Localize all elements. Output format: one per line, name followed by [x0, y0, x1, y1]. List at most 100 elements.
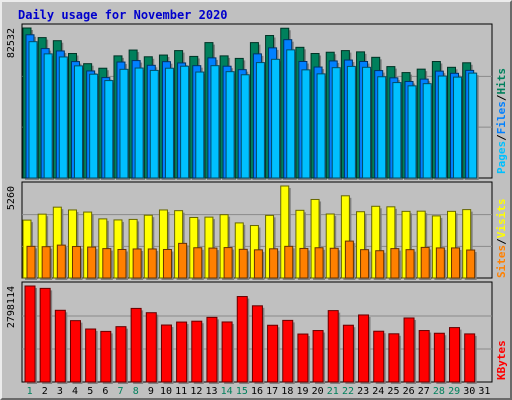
kbytes-bar-9 [145, 312, 157, 383]
pages-bar-18 [286, 49, 296, 179]
pages-bar-23 [362, 66, 372, 179]
sites-bar-23 [360, 249, 370, 279]
pages-bar-7 [119, 68, 129, 179]
sites-bar-19 [299, 247, 309, 279]
pages-bar-25 [392, 82, 402, 179]
day-label-11: 11 [175, 386, 187, 397]
day-label-19: 19 [296, 386, 308, 397]
kbytes-bar-14 [221, 321, 233, 383]
pages-bar-10 [164, 67, 174, 179]
day-label-2: 2 [42, 386, 48, 397]
pages-bar-3 [58, 56, 68, 179]
sites-bar-8 [132, 248, 142, 279]
kbytes-bar-18 [282, 319, 294, 383]
pages-bar-17 [271, 58, 281, 179]
sites-bar-24 [375, 250, 385, 279]
day-label-4: 4 [72, 386, 78, 397]
sites-bar-10 [162, 248, 172, 279]
day-label-21: 21 [327, 386, 339, 397]
day-label-29: 29 [448, 386, 460, 397]
sites-bar-14 [223, 247, 233, 279]
pages-bar-11 [180, 65, 190, 179]
pages-bar-14 [225, 71, 235, 179]
sites-bar-4 [71, 246, 81, 279]
pages-bar-28 [437, 75, 447, 179]
pages-bar-19 [301, 69, 311, 179]
kbytes-bar-3 [54, 309, 66, 383]
kbytes-bar-22 [342, 324, 354, 383]
sites-bar-27 [420, 246, 430, 279]
pages-bar-22 [346, 65, 356, 179]
kbytes-bar-21 [327, 310, 339, 383]
pages-bar-21 [331, 67, 341, 179]
day-label-8: 8 [133, 386, 139, 397]
sites-bar-28 [435, 247, 445, 279]
sites-bar-7 [117, 248, 127, 279]
kbytes-bar-27 [418, 330, 430, 383]
sites-bar-5 [87, 246, 97, 279]
day-label-13: 13 [205, 386, 217, 397]
sites-bar-15 [238, 248, 248, 279]
pages-bar-2 [43, 53, 53, 179]
pages-bar-29 [453, 76, 463, 179]
sites-bar-26 [405, 249, 415, 279]
sites-bar-30 [466, 249, 476, 279]
sites-bar-16 [253, 249, 263, 279]
kbytes-bar-25 [388, 333, 400, 383]
max-label-hits_files_pages: 82532 [6, 28, 17, 58]
sites-bar-6 [102, 248, 112, 279]
day-label-28: 28 [433, 386, 445, 397]
sites-bar-3 [56, 244, 66, 279]
kbytes-bar-20 [312, 330, 324, 383]
sites-bar-22 [344, 240, 354, 279]
day-label-5: 5 [87, 386, 93, 397]
kbytes-bar-12 [191, 320, 203, 383]
legend-sites-visits: Sites/Visits [495, 199, 508, 279]
kbytes-bar-2 [39, 287, 51, 383]
day-label-12: 12 [190, 386, 202, 397]
day-label-23: 23 [357, 386, 369, 397]
sites-bar-21 [329, 247, 339, 279]
kbytes-bar-19 [297, 333, 309, 383]
day-label-1: 1 [27, 386, 33, 397]
pages-bar-16 [255, 62, 265, 179]
kbytes-bar-28 [433, 332, 445, 383]
kbytes-bar-8 [130, 307, 142, 383]
day-label-26: 26 [403, 386, 415, 397]
kbytes-bar-7 [115, 326, 127, 383]
sites-bar-12 [193, 247, 203, 279]
pages-bar-24 [377, 76, 387, 179]
pages-bar-30 [468, 72, 478, 179]
sites-bar-9 [147, 248, 157, 279]
kbytes-bar-13 [206, 316, 218, 383]
day-label-3: 3 [57, 386, 63, 397]
kbytes-bar-1 [24, 285, 36, 383]
day-label-30: 30 [463, 386, 475, 397]
max-label-kbytes: 2798114 [6, 286, 17, 328]
pages-bar-12 [195, 71, 205, 179]
day-label-22: 22 [342, 386, 354, 397]
day-label-9: 9 [148, 386, 154, 397]
sites-bar-18 [284, 245, 294, 279]
pages-bar-9 [149, 69, 159, 179]
sites-bar-2 [41, 246, 51, 279]
kbytes-bar-29 [449, 327, 461, 383]
sites-bar-29 [451, 247, 461, 279]
pages-bar-4 [73, 65, 83, 179]
kbytes-bar-23 [358, 314, 370, 383]
sites-bar-1 [26, 245, 36, 279]
day-label-24: 24 [372, 386, 384, 397]
day-label-6: 6 [102, 386, 108, 397]
pages-bar-1 [28, 41, 38, 179]
pages-bar-27 [422, 83, 432, 179]
day-label-14: 14 [221, 386, 233, 397]
day-label-16: 16 [251, 386, 263, 397]
day-label-10: 10 [160, 386, 172, 397]
day-label-7: 7 [118, 386, 124, 397]
kbytes-bar-11 [176, 321, 188, 383]
pages-bar-6 [104, 80, 114, 179]
day-label-18: 18 [281, 386, 293, 397]
chart-title: Daily usage for November 2020 [18, 8, 228, 22]
